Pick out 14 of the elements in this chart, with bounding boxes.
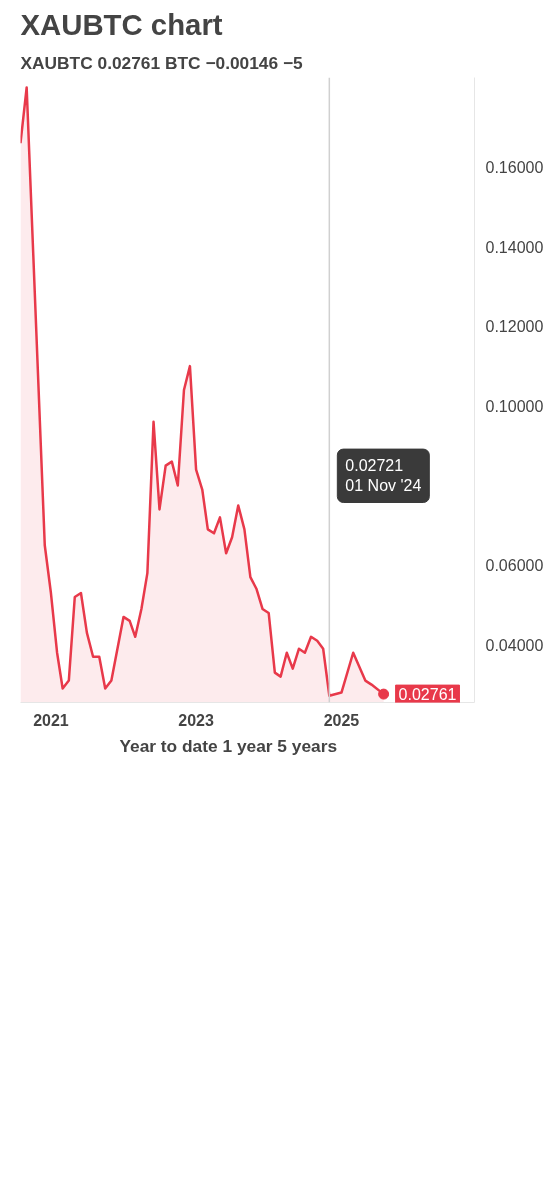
x-tick-label: 2021	[33, 711, 69, 729]
text: Year to date 1 year 5 years	[119, 735, 338, 756]
chart-subtitle: XAUBTC 0.02761 BTC −0.00146 −5	[20, 52, 304, 73]
y-tick-label: 0.16000	[485, 159, 544, 177]
x-tick-label: 2025	[323, 711, 360, 729]
chart-title: XAUBTC chart	[20, 7, 223, 41]
annotation: 0.02761	[398, 686, 457, 704]
y-tick-label: 0.12000	[485, 318, 544, 336]
y-tick-label: 0.14000	[485, 238, 544, 256]
y-tick-label: 0.10000	[485, 397, 544, 415]
y-tick-label: 0.04000	[485, 636, 544, 654]
annotation: 0.02721 01 Nov '24	[345, 457, 422, 495]
y-tick-label: 0.06000	[485, 557, 544, 575]
x-tick-label: 2023	[178, 711, 214, 729]
